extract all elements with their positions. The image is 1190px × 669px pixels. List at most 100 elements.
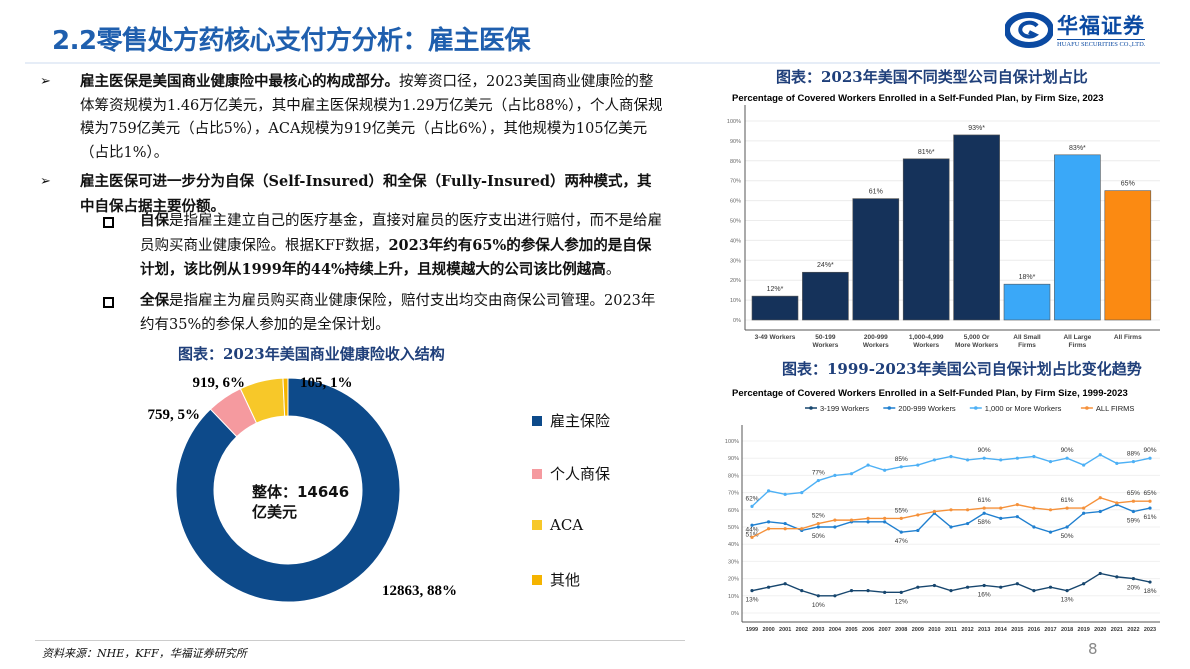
data-point (916, 463, 920, 467)
line-chart-caption: 图表：1999-2023年美国公司自保计划占比变化趋势 (782, 360, 1142, 378)
x-tick-label: 1999 (746, 627, 758, 633)
x-tick-label: 200-999 (864, 334, 888, 341)
y-tick-label: 30% (728, 559, 739, 565)
y-tick-label: 10% (730, 298, 741, 304)
legend-label: 个人商保 (550, 465, 611, 483)
x-tick-label: 2005 (845, 627, 857, 633)
data-point (1065, 506, 1069, 510)
data-point (999, 585, 1003, 589)
revenue-structure-donut-chart: 12863, 88% 759, 5% 919, 6% 105, 1% (148, 375, 457, 603)
data-point (1015, 582, 1019, 586)
data-point (883, 590, 887, 594)
self-funded-by-firm-size-bar-chart: Percentage of Covered Workers Enrolled i… (720, 85, 1165, 355)
point-data-label: 90% (1061, 447, 1074, 454)
x-tick-label: 2017 (1044, 627, 1056, 633)
bold-text: 雇主医保是美国商业健康险中最核心的构成部分。 (80, 73, 399, 90)
pie-chart-caption: 图表：2023年美国商业健康险收入结构 (178, 345, 445, 363)
y-tick-label: 80% (728, 473, 739, 479)
x-tick-label: 2015 (1011, 627, 1023, 633)
point-data-label: 52% (812, 513, 825, 520)
data-point (982, 583, 986, 588)
legend-swatch (532, 468, 542, 479)
point-data-label: 61% (1061, 497, 1074, 504)
data-point (849, 518, 854, 522)
x-tick-label: 2014 (995, 627, 1008, 633)
point-data-label: 65% (1143, 490, 1156, 497)
data-point (1015, 456, 1019, 460)
legend-label: ALL FIRMS (1096, 404, 1134, 413)
footer-divider (35, 640, 685, 641)
data-point (766, 520, 771, 524)
x-tick-label: 2020 (1094, 627, 1106, 633)
legend-label: 其他 (550, 571, 581, 589)
point-data-label: 51% (745, 531, 758, 538)
slice-data-label: 12863, 88% (382, 583, 457, 599)
y-tick-label: 100% (727, 119, 741, 125)
data-point (916, 585, 920, 589)
point-data-label: 20% (1127, 585, 1140, 592)
x-tick-label: 50-199 (815, 334, 836, 341)
x-tick-label: 2006 (862, 627, 874, 633)
data-point (1148, 456, 1152, 460)
point-data-label: 59% (1127, 518, 1140, 525)
point-data-label: 47% (895, 538, 908, 545)
y-tick-label: 90% (728, 456, 739, 462)
data-point (982, 456, 986, 460)
point-data-label: 44% (745, 526, 758, 533)
x-tick-label: All Firms (1114, 334, 1142, 341)
x-tick-label: Workers (812, 342, 838, 349)
data-point (883, 516, 887, 520)
bar (751, 295, 799, 321)
data-point (750, 523, 754, 527)
data-point (1131, 499, 1136, 503)
y-tick-label: 90% (730, 139, 741, 145)
data-point (999, 458, 1003, 462)
data-point (999, 516, 1003, 520)
arrow-bullet-icon: ➢ (40, 174, 51, 189)
data-point (1065, 456, 1069, 460)
point-data-label: 61% (978, 497, 991, 504)
x-tick-label: 2021 (1111, 627, 1123, 633)
y-tick-label: 100% (725, 439, 739, 445)
data-point (783, 582, 787, 586)
legend-item: 个人商保 (532, 463, 610, 484)
data-point (982, 511, 986, 515)
data-point (1098, 509, 1102, 514)
legend-item: 雇主保险 (532, 410, 610, 431)
data-point (916, 528, 920, 533)
data-point (866, 520, 870, 524)
data-point (932, 583, 937, 588)
y-tick-label: 20% (730, 278, 741, 284)
data-point (1131, 509, 1136, 514)
data-point (866, 516, 870, 520)
bar (902, 158, 950, 321)
chart-title: Percentage of Covered Workers Enrolled i… (732, 93, 1104, 104)
data-point (1098, 496, 1102, 500)
bar-data-label: 18%* (1019, 274, 1036, 281)
square-bullet-icon (103, 297, 114, 308)
x-tick-label: 2008 (895, 627, 907, 633)
page-number: 8 (1088, 640, 1098, 658)
logo-cn: 华福证券 (1057, 14, 1145, 38)
data-point (783, 527, 787, 531)
data-point (965, 458, 970, 462)
data-point (1048, 585, 1053, 589)
y-tick-label: 60% (730, 199, 741, 205)
text: 是指雇主建立自己的医疗基金，直接对雇员的医疗支出进行赔付，而不是给雇员购买商业健… (140, 213, 662, 254)
point-data-label: 90% (978, 447, 991, 454)
point-data-label: 88% (1127, 451, 1140, 458)
data-point (1032, 506, 1036, 510)
data-point (1131, 460, 1136, 464)
x-tick-label: 2002 (796, 627, 808, 633)
legend-item: ACA (532, 516, 583, 534)
data-point (816, 594, 820, 598)
bar (953, 134, 1000, 321)
data-point (1115, 461, 1119, 465)
square-bullet-icon (103, 217, 114, 228)
legend-label: ACA (550, 516, 584, 534)
bar-data-label: 93%* (968, 125, 985, 132)
data-point (783, 521, 787, 526)
y-tick-label: 40% (728, 542, 739, 548)
data-point (800, 589, 804, 593)
legend-marker (974, 406, 978, 410)
